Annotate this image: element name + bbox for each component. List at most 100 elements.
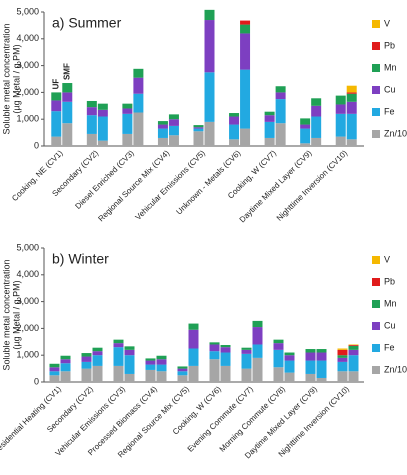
legend-label: Cu	[384, 320, 396, 330]
x-tick-label: Regional Source Mix (CV4)	[96, 148, 171, 223]
bar-segment	[241, 349, 252, 354]
bar-segment	[348, 349, 359, 356]
bar-segment	[337, 357, 348, 362]
legend-label: Zn/10	[384, 364, 407, 374]
bar-segment	[113, 339, 124, 344]
legend-swatch	[372, 108, 380, 116]
bar-segment	[60, 363, 71, 372]
bar-segment	[188, 365, 199, 382]
bar-segment	[193, 127, 204, 129]
bar-segment	[316, 377, 327, 382]
bar-segment	[188, 348, 199, 366]
bar-segment	[133, 77, 144, 94]
chart-title: a) Summer	[52, 15, 122, 31]
bar-segment	[204, 9, 215, 21]
bar-segment	[284, 355, 295, 361]
bar-segment	[209, 351, 220, 360]
x-tick-label: Unknown - Metals (CV6)	[174, 148, 242, 216]
bar-segment	[284, 360, 295, 373]
bar-segment	[335, 104, 346, 114]
legend-label: Cu	[384, 84, 396, 94]
x-tick-label: Vehicular Emissions (CV5)	[134, 148, 208, 222]
bar-segment	[92, 347, 103, 352]
bar-segment	[122, 133, 133, 146]
bar-segment	[305, 373, 316, 382]
y-axis-label: (µg Metal / g PM)	[11, 44, 21, 113]
legend-label: V	[384, 254, 390, 264]
bar-segment	[193, 128, 204, 132]
subgroup-label: SMF	[62, 63, 71, 80]
bar-segment	[157, 137, 168, 146]
bar-segment	[275, 123, 286, 146]
y-tick-label: 2,000	[16, 87, 39, 97]
bar-segment	[311, 98, 322, 106]
bar-segment	[113, 347, 124, 366]
bar-segment	[51, 100, 62, 112]
bar-segment	[124, 346, 135, 350]
bar-segment	[168, 114, 179, 120]
bar-segment	[240, 20, 251, 25]
bar-segment	[193, 125, 204, 128]
bar-segment	[81, 353, 92, 357]
y-axis-label: Soluble metal concentration	[1, 23, 11, 134]
subgroup-label: UF	[51, 79, 60, 90]
bar-segment	[51, 136, 62, 146]
bar-segment	[252, 344, 263, 358]
bar-segment	[81, 356, 92, 362]
bar-segment	[133, 112, 144, 146]
legend-label: Zn/10	[384, 128, 407, 138]
bar-segment	[122, 108, 133, 114]
bar-segment	[49, 375, 60, 382]
bar-segment	[335, 136, 346, 146]
bar-segment	[113, 365, 124, 382]
bar-segment	[240, 33, 251, 70]
bar-segment	[177, 371, 188, 376]
bar-segment	[51, 92, 62, 101]
bar-segment	[273, 367, 284, 382]
bar-segment	[157, 124, 168, 129]
bar-segment	[348, 355, 359, 372]
bar-segment	[275, 86, 286, 93]
bar-segment	[337, 348, 348, 350]
bar-segment	[337, 349, 348, 356]
y-tick-label: 1,000	[16, 350, 39, 360]
bar-segment	[86, 115, 97, 134]
bar-segment	[62, 83, 73, 93]
bar-segment	[240, 69, 251, 129]
bar-segment	[220, 365, 231, 382]
bar-segment	[145, 369, 156, 382]
legend-swatch	[372, 130, 380, 138]
bar-segment	[86, 100, 97, 108]
x-tick-label: Nighttime Inversion (CV10)	[275, 148, 350, 223]
bar-segment	[145, 364, 156, 370]
bar-segment	[240, 24, 251, 34]
bar-segment	[335, 113, 346, 137]
bar-segment	[346, 85, 357, 93]
bar-segment	[60, 355, 71, 360]
bar-segment	[51, 111, 62, 137]
bar-segment	[275, 92, 286, 100]
bar-segment	[240, 128, 251, 146]
bar-segment	[145, 360, 156, 365]
bar-segment	[229, 139, 240, 146]
bar-segment	[124, 349, 135, 356]
chart-title: b) Winter	[52, 251, 109, 267]
y-tick-label: 4,000	[16, 33, 39, 43]
y-tick-label: 5,000	[16, 242, 39, 252]
bar-segment	[311, 105, 322, 117]
bar-segment	[168, 119, 179, 126]
bar-segment	[305, 360, 316, 374]
y-tick-label: 4,000	[16, 269, 39, 279]
bar-segment	[300, 143, 311, 146]
y-tick-label: 3,000	[16, 296, 39, 306]
bar-segment	[300, 118, 311, 125]
legend-label: Fe	[384, 106, 395, 116]
bar-segment	[275, 99, 286, 124]
legend-swatch	[372, 42, 380, 50]
bar-segment	[177, 366, 188, 369]
legend-swatch	[372, 86, 380, 94]
bar-segment	[133, 68, 144, 78]
bar-segment	[252, 327, 263, 345]
bar-segment	[273, 349, 284, 368]
bar-segment	[92, 365, 103, 382]
